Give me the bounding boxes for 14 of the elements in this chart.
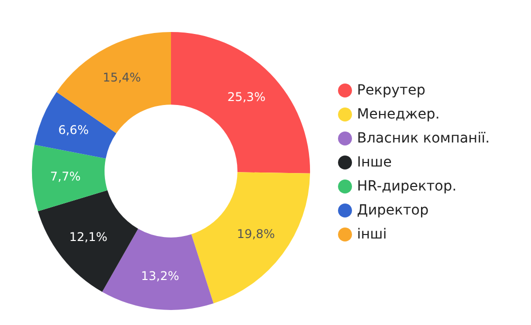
data-label: 6,6% [58, 123, 89, 138]
data-label: 7,7% [50, 169, 81, 184]
data-label: 25,3% [227, 90, 266, 104]
legend-label: Рекрутер [357, 82, 426, 98]
data-label: 13,2% [141, 269, 180, 284]
data-label: 15,4% [102, 70, 141, 84]
legend-label: Власник компанії. [357, 130, 490, 146]
data-label: 19,8% [236, 227, 275, 242]
data-label: 12,1% [69, 230, 108, 244]
legend-label: Інше [357, 154, 392, 170]
legend-label: Директор [357, 202, 429, 218]
legend-label: Менеджер. [357, 106, 440, 122]
legend-label: HR-директор. [357, 178, 457, 194]
legend-label: інші [357, 226, 387, 242]
